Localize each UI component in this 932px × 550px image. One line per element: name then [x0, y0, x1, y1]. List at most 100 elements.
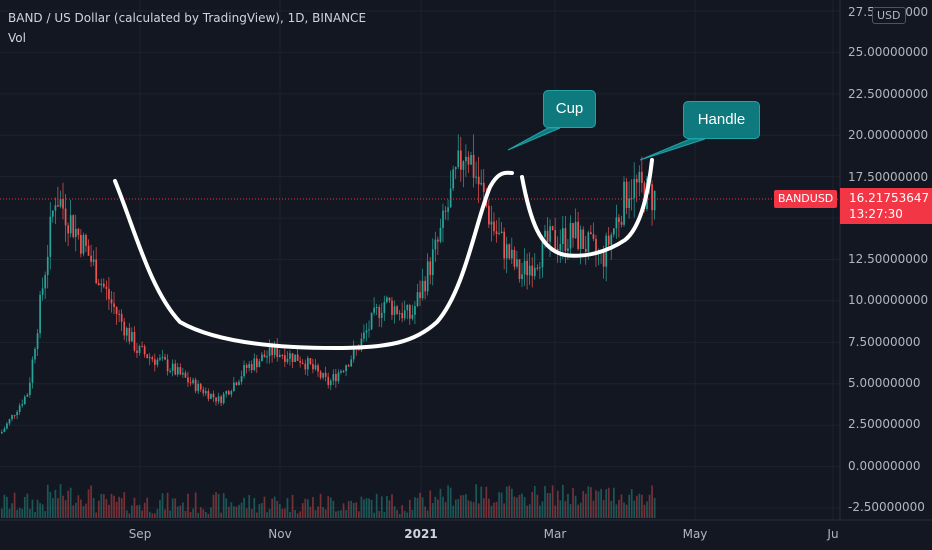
candle-body: [495, 231, 498, 234]
volume-bar: [419, 492, 421, 518]
volume-bar: [610, 500, 613, 518]
candle-body: [633, 178, 636, 199]
candle-body: [508, 244, 511, 259]
candle-body: [3, 428, 6, 433]
candle-body: [151, 357, 154, 360]
volume-bar: [618, 499, 620, 518]
volume-bar: [294, 509, 296, 518]
candle-body: [347, 365, 350, 367]
volume-bar: [39, 503, 41, 518]
volume-bar: [113, 495, 115, 518]
volume-bar: [317, 506, 319, 518]
candle-body: [335, 374, 337, 382]
candle-body: [80, 234, 82, 254]
volume-bar: [452, 505, 455, 518]
candle-body: [482, 182, 485, 193]
volume-bar: [615, 504, 618, 518]
volume-bar: [544, 486, 546, 518]
volume-bar: [161, 493, 164, 518]
candle-body: [92, 259, 95, 262]
candle-body: [610, 234, 613, 245]
candle-body: [574, 221, 577, 238]
candle-body: [442, 210, 444, 228]
volume-bar: [600, 488, 602, 518]
volume-bar: [57, 498, 59, 518]
volume-bar: [281, 508, 284, 518]
candle-body: [205, 391, 207, 394]
volume-bar: [409, 499, 411, 518]
currency-selector[interactable]: USD: [872, 7, 906, 24]
candle-body: [240, 376, 243, 382]
candle-body: [452, 169, 455, 189]
volume-bar: [296, 513, 299, 518]
candle-body: [493, 221, 495, 232]
candle-body: [437, 239, 439, 242]
candle-body: [304, 363, 307, 370]
volume-bar: [470, 501, 472, 518]
volume-bar: [131, 505, 133, 518]
candle-body: [250, 364, 253, 371]
volume-bar: [87, 489, 90, 518]
volume-bar: [74, 502, 77, 518]
price-tick-label: 12.50000000: [848, 252, 929, 266]
candle-body: [319, 371, 322, 378]
candle-body: [105, 286, 108, 289]
volume-bar: [120, 498, 123, 518]
handle-drawing: [520, 158, 654, 258]
candle-body: [623, 181, 625, 225]
candle-body: [266, 356, 268, 358]
candle-body: [291, 353, 294, 363]
volume-bar: [411, 509, 414, 518]
candle-body: [544, 230, 546, 237]
candle-body: [383, 302, 386, 313]
candle-body: [429, 261, 432, 276]
cup-drawing: [113, 170, 514, 351]
candle-body: [110, 299, 113, 304]
time-tick-label: Nov: [268, 527, 292, 541]
candle-body: [615, 217, 618, 229]
volume-bar: [638, 493, 641, 518]
volume-bar: [526, 505, 528, 518]
candle-body: [373, 307, 375, 313]
candle-body: [329, 380, 332, 386]
volume-bar: [416, 497, 419, 518]
candle-body: [475, 176, 477, 178]
volume-bar: [630, 489, 633, 518]
candle-body: [401, 312, 404, 319]
cup-callout[interactable]: Cup: [543, 90, 596, 128]
candle-body: [21, 404, 24, 406]
candle-body: [192, 379, 194, 384]
candle-body: [457, 150, 460, 167]
candle-body: [516, 259, 518, 267]
handle-callout[interactable]: Handle: [683, 101, 760, 139]
candle-body: [444, 210, 447, 212]
volume-bar: [457, 499, 460, 518]
candle-body: [340, 370, 342, 373]
candle-body: [248, 364, 251, 368]
volume-bar: [365, 498, 368, 518]
volume-bar: [133, 497, 136, 518]
volume-bar: [85, 503, 87, 518]
volume-bar: [620, 494, 623, 518]
last-price-badge: 16.21753647 13:27:30: [840, 188, 932, 224]
time-tick-label: Ju: [827, 527, 839, 541]
volume-bar: [250, 509, 253, 518]
candle-body: [278, 354, 281, 358]
candle-body: [67, 225, 69, 234]
volume-bar: [490, 505, 493, 518]
volume-bar: [442, 496, 444, 518]
candle-body: [69, 215, 72, 234]
candle-body: [182, 372, 184, 375]
volume-bar: [648, 494, 651, 518]
candle-body: [518, 259, 521, 280]
candle-body: [472, 155, 475, 178]
volume-bar: [52, 498, 54, 518]
candle-body: [72, 215, 75, 237]
candle-body: [526, 260, 528, 276]
candle-body: [171, 363, 174, 371]
candle-body: [289, 353, 291, 359]
candle-body: [447, 207, 449, 212]
volume-bar: [16, 509, 18, 518]
